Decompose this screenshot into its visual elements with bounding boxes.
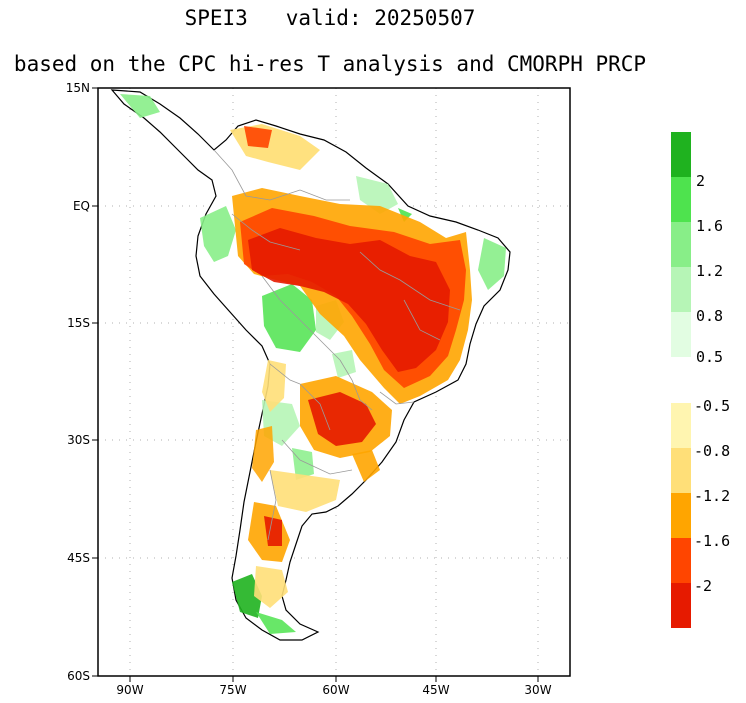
lon-label: 45W (422, 683, 449, 697)
country-borders (213, 149, 461, 541)
lon-label: 75W (219, 683, 246, 697)
colorbar-wet-label: 2 (696, 172, 705, 190)
lat-labels: 15N EQ 15S 30S 45S 60S (66, 81, 90, 683)
colorbar-dry: -0.5 -0.8 -1.2 -1.6 -2 (671, 397, 730, 628)
colorbar-wet-swatch (671, 222, 691, 267)
colorbar-dry-swatch (671, 583, 691, 628)
lat-label: 45S (67, 551, 90, 565)
lat-label: 60S (67, 669, 90, 683)
colorbar-dry-label: -0.5 (694, 397, 730, 415)
dry-anomaly-areas (230, 124, 472, 608)
colorbar-wet-label: 0.8 (696, 307, 723, 325)
colorbar-wet-swatch (671, 132, 691, 177)
lon-label: 30W (524, 683, 551, 697)
lon-label: 90W (116, 683, 143, 697)
map-title: SPEI3 valid: 20250507 (184, 6, 476, 30)
lon-labels: 90W 75W 60W 45W 30W (116, 683, 551, 697)
colorbar-wet-label: 1.2 (696, 262, 723, 280)
colorbar-dry-swatch (671, 448, 691, 493)
colorbar-dry-label: -1.2 (694, 487, 730, 505)
map-subtitle: based on the CPC hi-res T analysis and C… (13, 52, 647, 76)
colorbar-wet-swatch (671, 267, 691, 312)
colorbar-dry-swatch (671, 538, 691, 583)
lat-label: 15S (67, 316, 90, 330)
colorbar-wet-label: 0.5 (696, 348, 723, 366)
lat-label: 15N (66, 81, 90, 95)
axis-ticks (92, 87, 539, 682)
colorbar-wet-swatch (671, 312, 691, 357)
colorbar-wet: 2 1.6 1.2 0.8 0.5 (671, 132, 723, 366)
lat-label: EQ (73, 199, 90, 213)
colorbar-dry-label: -2 (694, 577, 712, 595)
colorbar-dry-swatch (671, 493, 691, 538)
wet-anomaly-areas (120, 94, 506, 634)
colorbar-wet-label: 1.6 (696, 217, 723, 235)
colorbar-dry-swatch (671, 403, 691, 448)
colorbar-dry-label: -1.6 (694, 532, 730, 550)
map-frame (97, 87, 571, 677)
colorbar-wet-swatch (671, 177, 691, 222)
colorbar-dry-label: -0.8 (694, 442, 730, 460)
lon-label: 60W (322, 683, 349, 697)
lat-label: 30S (67, 433, 90, 447)
